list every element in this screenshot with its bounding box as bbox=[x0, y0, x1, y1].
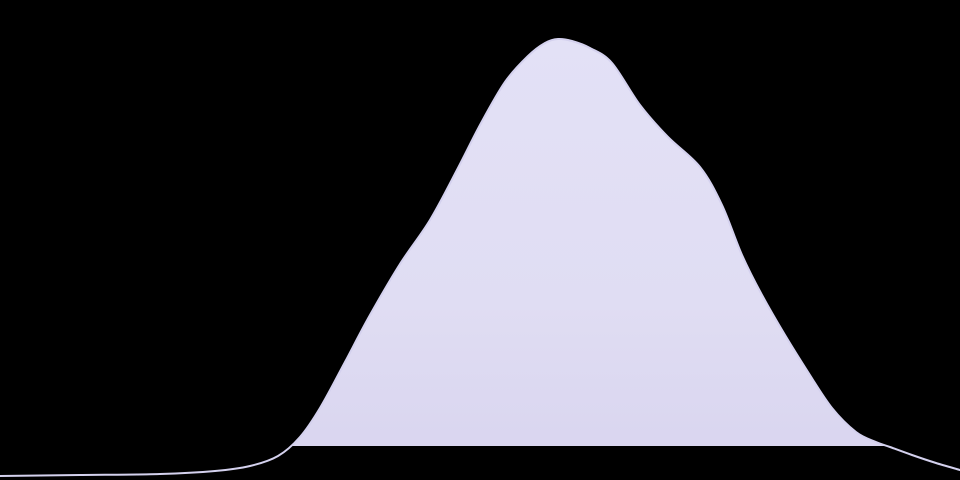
density-curve-line bbox=[0, 37, 960, 477]
density-area-fill bbox=[291, 38, 888, 446]
